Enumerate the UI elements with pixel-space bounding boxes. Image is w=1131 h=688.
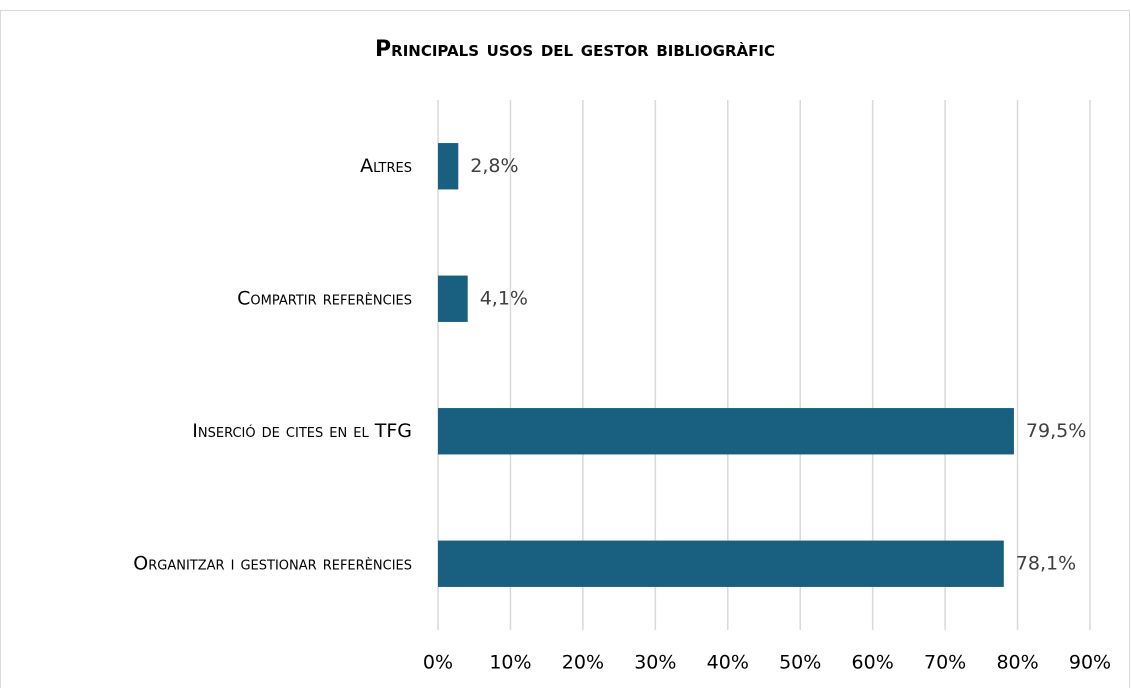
chart-border [0, 10, 1130, 688]
x-tick-label: 20% [562, 652, 604, 674]
x-tick-label: 90% [1069, 652, 1111, 674]
x-tick-label: 0% [423, 652, 453, 674]
bar [438, 408, 1014, 455]
value-label: 2,8% [470, 155, 518, 177]
bar [438, 275, 468, 322]
x-tick-label: 10% [489, 652, 531, 674]
x-tick-label: 70% [924, 652, 966, 674]
y-tick-label: Organitzar i gestionar referències [133, 552, 412, 574]
value-label: 78,1% [1016, 552, 1076, 574]
x-tick-label: 40% [707, 652, 749, 674]
bar [438, 143, 459, 190]
x-tick-label: 30% [634, 652, 676, 674]
bar [438, 540, 1004, 587]
x-tick-label: 80% [996, 652, 1038, 674]
y-tick-label: Compartir referències [237, 287, 412, 309]
value-label: 4,1% [480, 287, 528, 309]
value-label: 79,5% [1026, 420, 1086, 442]
chart-title: Principals usos del gestor bibliogràfic [375, 37, 775, 62]
x-tick-label: 50% [779, 652, 821, 674]
x-tick-label: 60% [852, 652, 894, 674]
y-tick-label: Inserció de cites en el TFG [192, 420, 412, 442]
y-tick-label: Altres [360, 155, 412, 177]
